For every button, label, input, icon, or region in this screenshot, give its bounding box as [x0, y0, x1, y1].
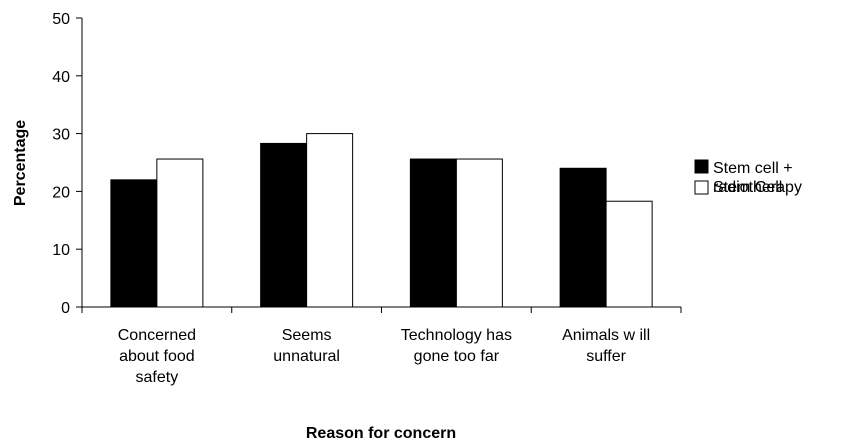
- x-axis: [81, 306, 682, 313]
- bar-series-2-category-4: [605, 200, 653, 308]
- y-tick-label: 50: [52, 11, 70, 28]
- y-axis: 0 10 20 30 40 50: [52, 11, 83, 317]
- y-axis-title: Percentage: [12, 120, 29, 206]
- bar-series-2-category-1: [156, 158, 204, 308]
- y-tick-label: 30: [52, 127, 70, 144]
- bar-series-1-category-1: [110, 179, 158, 308]
- category-label: Concerned about food safety: [118, 327, 196, 386]
- bar-series-1-category-4: [559, 167, 607, 308]
- legend-swatch: [694, 159, 709, 174]
- bar-series-2-category-3: [455, 158, 503, 308]
- legend-label: Stem cell + radiotherapy: [713, 160, 802, 196]
- bars: [110, 133, 653, 308]
- category-labels: Concerned about food safety Seems unnatural T…: [118, 327, 650, 386]
- category-label: Animals w ill suffer: [562, 327, 650, 365]
- bar-series-1-category-2: [260, 142, 308, 308]
- y-tick-label: 0: [61, 300, 70, 317]
- bar-series-2-category-2: [306, 133, 354, 308]
- bar-series-1-category-3: [409, 158, 457, 308]
- x-axis-title: Reason for concern: [306, 425, 456, 442]
- y-tick-label: 20: [52, 184, 70, 201]
- y-tick-label: 40: [52, 69, 70, 86]
- y-tick-label: 10: [52, 242, 70, 259]
- legend-label: Stem Cell: [713, 179, 782, 196]
- category-label: Technology has gone too far: [401, 327, 512, 365]
- legend-swatch: [694, 180, 709, 195]
- category-label: Seems unnatural: [273, 327, 340, 365]
